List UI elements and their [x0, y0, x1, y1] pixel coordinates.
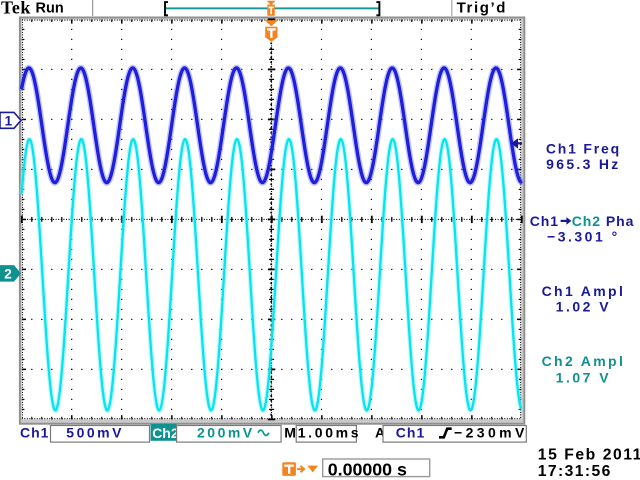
svg-text:Ch1 Ampl: Ch1 Ampl: [542, 283, 626, 299]
svg-text:Trig’d: Trig’d: [457, 0, 507, 16]
svg-text:−3.301 °: −3.301 °: [547, 228, 620, 244]
svg-text:Ch2 Ampl: Ch2 Ampl: [542, 353, 626, 369]
svg-text:Ch1: Ch1: [530, 213, 559, 229]
svg-text:Ch2: Ch2: [572, 213, 601, 229]
svg-text:500mV: 500mV: [66, 424, 124, 440]
svg-text:200mV: 200mV: [197, 424, 255, 440]
svg-text:Pha: Pha: [606, 213, 634, 229]
svg-text:Run: Run: [36, 1, 64, 17]
svg-text:A: A: [375, 424, 385, 440]
svg-text:Ch1 Freq: Ch1 Freq: [546, 141, 621, 157]
svg-text:1: 1: [5, 113, 13, 128]
svg-text:Tek: Tek: [1, 0, 31, 17]
svg-text:965.3 Hz: 965.3 Hz: [546, 156, 620, 172]
svg-text:Ch1: Ch1: [396, 424, 425, 440]
svg-text:Ch1: Ch1: [20, 424, 49, 440]
svg-text:17:31:56: 17:31:56: [538, 463, 612, 480]
svg-text:−230mV: −230mV: [454, 424, 528, 440]
svg-text:Ch2: Ch2: [152, 425, 179, 441]
svg-text:1.02 V: 1.02 V: [556, 298, 611, 314]
svg-text:1.07 V: 1.07 V: [556, 369, 611, 385]
svg-text:1.00ms: 1.00ms: [298, 424, 362, 440]
svg-text:M: M: [284, 424, 296, 440]
svg-text:0.00000 s: 0.00000 s: [328, 459, 407, 479]
svg-text:15 Feb 2011: 15 Feb 2011: [538, 447, 640, 464]
svg-text:2: 2: [4, 267, 12, 282]
